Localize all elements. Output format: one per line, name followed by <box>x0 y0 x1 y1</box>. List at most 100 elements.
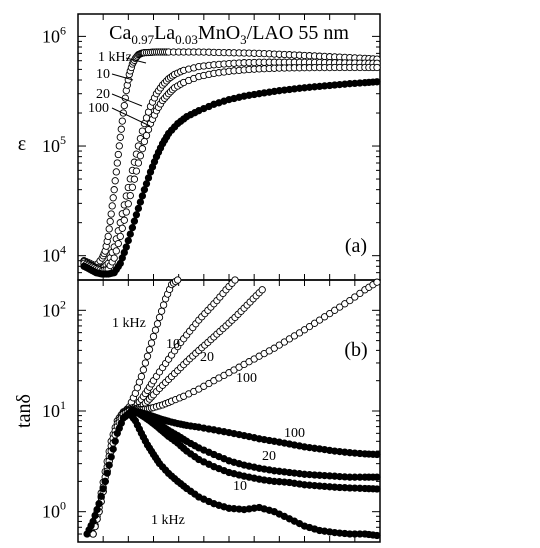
data-point <box>128 183 137 191</box>
title-sub3: 3 <box>240 32 247 47</box>
data-point <box>373 78 381 86</box>
data-point <box>137 372 146 381</box>
data-point <box>120 216 128 224</box>
panel-a-series-label-100: 100 <box>88 101 109 116</box>
data-point <box>159 301 168 309</box>
data-point <box>112 168 120 176</box>
data-point <box>120 101 128 110</box>
data-point <box>310 319 319 327</box>
data-point <box>373 531 381 540</box>
data-point <box>110 254 118 262</box>
data-point <box>124 200 132 208</box>
data-point <box>136 198 145 206</box>
data-point <box>341 300 349 308</box>
y-tick-label: 106 <box>42 23 66 46</box>
data-point <box>106 217 114 226</box>
y-tick-label: 104 <box>42 243 66 266</box>
data-point <box>132 211 141 219</box>
data-point <box>142 180 151 188</box>
data-point <box>136 152 145 160</box>
title-base1: Ca <box>109 22 131 44</box>
data-point <box>143 352 152 360</box>
data-point <box>108 202 116 210</box>
data-point <box>107 210 115 218</box>
series-20-open <box>80 63 381 275</box>
data-point <box>130 175 139 183</box>
panel-a-leader-10 <box>111 73 134 81</box>
data-point <box>147 339 156 347</box>
panel-a-leader-100 <box>111 107 151 127</box>
data-point <box>99 485 107 493</box>
data-point <box>115 142 123 150</box>
data-point <box>101 477 109 486</box>
data-point <box>320 313 329 321</box>
data-point <box>105 461 113 469</box>
data-point <box>138 145 147 153</box>
data-point <box>356 289 364 298</box>
panel-b-upper-label-10: 10 <box>166 337 180 352</box>
data-point <box>315 316 324 324</box>
title-sub1: 0.97 <box>131 32 154 47</box>
panel-b-upper-label-1khz: 1 kHz <box>112 316 146 331</box>
data-point <box>373 63 381 72</box>
data-point <box>346 296 354 305</box>
data-point <box>116 232 124 241</box>
panel-b: tanδ (b) 100 101 102 1 kHz 10 20 100 100 2… <box>13 276 381 543</box>
data-point <box>126 230 134 238</box>
title-base2: La <box>154 22 175 44</box>
data-point <box>122 243 130 251</box>
data-point <box>124 236 132 245</box>
data-point <box>113 159 121 167</box>
data-point <box>134 204 143 213</box>
data-point <box>118 117 126 125</box>
data-point <box>116 133 124 141</box>
data-point <box>336 303 344 311</box>
title-base3: MnO <box>198 22 240 44</box>
panel-b-lower-label-100: 100 <box>284 426 305 441</box>
panel-a-leader-20 <box>111 93 143 107</box>
y-tick-label: 102 <box>42 297 66 320</box>
series-1-khz-open <box>80 48 381 270</box>
data-point <box>114 150 122 159</box>
data-point <box>132 167 141 175</box>
data-point <box>114 239 122 248</box>
data-point <box>351 293 359 301</box>
data-point <box>126 191 134 200</box>
panel-a-series-label-20: 20 <box>96 87 110 102</box>
data-point <box>118 224 126 232</box>
panel-b-upper-label-20: 20 <box>200 350 214 365</box>
panel-b-lower-label-1khz: 1 kHz <box>151 513 185 528</box>
data-point <box>97 492 105 500</box>
data-point <box>373 450 381 459</box>
data-point <box>138 192 147 200</box>
data-point <box>112 247 120 255</box>
panel-b-series <box>83 276 381 540</box>
panel-a: Ca0.97La0.03MnO3/LAO 55 nm ε (a) 1041051… <box>18 13 381 281</box>
data-point <box>95 500 103 508</box>
data-point <box>142 131 151 140</box>
data-point <box>122 208 130 216</box>
panel-a-series-label-10: 10 <box>96 67 110 82</box>
panel-a-ylabel: ε <box>18 133 26 155</box>
data-point <box>373 278 381 286</box>
data-point <box>109 194 117 202</box>
data-point <box>141 359 150 367</box>
data-point <box>109 445 117 453</box>
data-point <box>145 345 154 354</box>
panel-a-ticks: 104 105 106 <box>42 14 380 281</box>
data-point <box>231 276 239 284</box>
data-point <box>130 217 139 225</box>
data-point <box>174 276 182 284</box>
panel-a-label: (a) <box>345 235 367 257</box>
data-point <box>103 469 111 477</box>
series-10-filled <box>128 407 381 493</box>
data-point <box>104 232 112 241</box>
data-point <box>128 224 137 232</box>
data-point <box>153 320 162 328</box>
data-point <box>144 174 153 182</box>
data-point <box>107 453 115 461</box>
data-point <box>305 322 314 331</box>
data-point <box>111 437 119 445</box>
data-point <box>105 225 113 233</box>
